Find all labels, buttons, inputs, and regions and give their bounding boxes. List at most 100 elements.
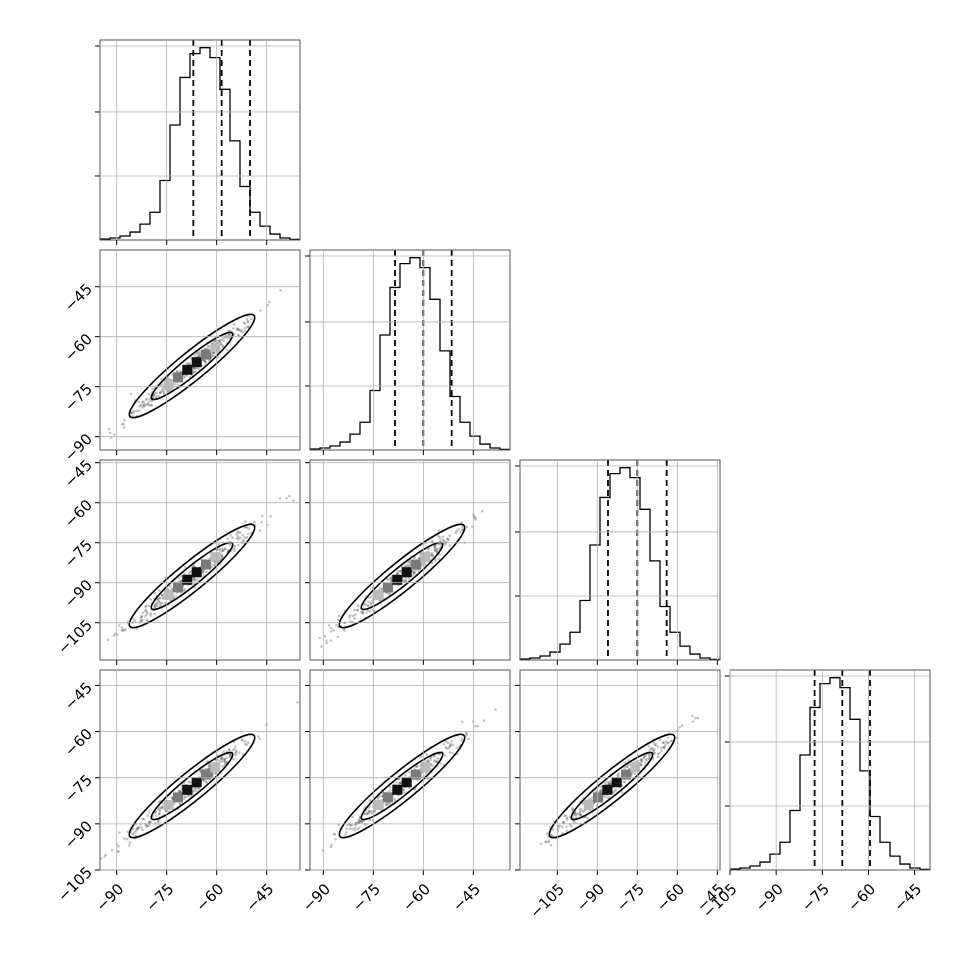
sample-point bbox=[564, 814, 568, 817]
sample-point bbox=[117, 844, 120, 848]
y-tick-label: −60 bbox=[61, 725, 96, 760]
sample-point bbox=[614, 788, 617, 791]
sample-point bbox=[205, 570, 208, 574]
sample-point bbox=[196, 351, 199, 355]
sample-point bbox=[233, 745, 237, 748]
sample-point bbox=[387, 802, 391, 806]
y-tick-label: −45 bbox=[61, 456, 96, 491]
histogram-panel-1 bbox=[305, 249, 511, 455]
scatter-content bbox=[539, 714, 700, 847]
sample-point bbox=[142, 818, 146, 821]
sample-point bbox=[617, 772, 621, 775]
sample-point bbox=[398, 778, 401, 781]
sample-point bbox=[180, 579, 183, 582]
sample-point bbox=[417, 569, 420, 573]
sample-point bbox=[100, 857, 103, 860]
sample-point bbox=[149, 612, 153, 615]
sample-point bbox=[558, 824, 562, 828]
sample-point bbox=[223, 762, 227, 765]
sample-point bbox=[234, 751, 237, 755]
sample-point bbox=[349, 823, 352, 827]
sample-point bbox=[656, 755, 660, 759]
sample-point bbox=[159, 806, 162, 809]
sample-point bbox=[654, 743, 658, 746]
sample-point bbox=[390, 577, 393, 581]
sample-point bbox=[135, 628, 139, 631]
sample-point bbox=[652, 749, 655, 752]
sample-point bbox=[228, 329, 232, 333]
sample-point bbox=[150, 404, 154, 407]
sample-point bbox=[571, 807, 574, 810]
sample-point bbox=[220, 555, 224, 559]
contour-outer bbox=[548, 733, 676, 839]
sample-point bbox=[390, 580, 393, 583]
sample-point bbox=[606, 780, 610, 783]
sample-point bbox=[444, 754, 447, 757]
sample-point bbox=[465, 732, 468, 736]
sample-point bbox=[158, 812, 161, 816]
sample-point bbox=[128, 841, 132, 844]
sample-point bbox=[653, 743, 657, 747]
sample-point bbox=[220, 756, 224, 759]
y-tick-label: −60 bbox=[61, 330, 96, 365]
sample-point bbox=[176, 383, 180, 387]
sample-point bbox=[388, 591, 392, 595]
sample-point bbox=[218, 338, 221, 342]
sample-point bbox=[365, 811, 369, 815]
sample-point bbox=[187, 571, 191, 575]
sample-point bbox=[177, 790, 180, 793]
sample-point bbox=[161, 389, 165, 393]
sample-point bbox=[623, 780, 627, 784]
sample-point bbox=[565, 825, 568, 828]
sample-point bbox=[232, 757, 235, 761]
sample-point bbox=[363, 602, 367, 605]
sample-point bbox=[203, 347, 207, 350]
sample-point bbox=[622, 780, 625, 784]
sample-point bbox=[561, 820, 565, 824]
sample-point bbox=[616, 773, 620, 777]
sample-point bbox=[447, 746, 450, 750]
sample-point bbox=[398, 782, 402, 786]
sample-point bbox=[229, 754, 232, 757]
sample-point bbox=[183, 588, 187, 591]
sample-point bbox=[243, 740, 247, 743]
sample-point bbox=[158, 589, 161, 592]
sample-point bbox=[138, 409, 141, 412]
sample-point bbox=[261, 514, 264, 518]
sample-point bbox=[242, 538, 245, 542]
sample-point bbox=[353, 608, 356, 612]
sample-point bbox=[208, 345, 211, 348]
sample-point bbox=[438, 752, 441, 756]
sample-point bbox=[229, 543, 232, 546]
sample-point bbox=[269, 514, 273, 518]
sample-point bbox=[249, 317, 253, 321]
sample-point bbox=[448, 544, 452, 547]
sample-point bbox=[268, 300, 271, 304]
sample-point bbox=[212, 564, 216, 567]
sample-point bbox=[373, 810, 376, 813]
sample-point bbox=[379, 587, 382, 590]
histogram-step bbox=[519, 467, 720, 661]
sample-point bbox=[439, 543, 443, 546]
sample-point bbox=[183, 795, 186, 798]
sample-point bbox=[678, 726, 681, 729]
sample-point bbox=[404, 576, 408, 580]
x-tick-label: −75 bbox=[798, 880, 833, 915]
contour-outer bbox=[128, 313, 256, 419]
sample-point bbox=[433, 548, 437, 552]
sample-point bbox=[666, 736, 670, 739]
sample-point bbox=[465, 731, 468, 734]
sample-point bbox=[121, 422, 124, 426]
sample-point bbox=[337, 615, 341, 618]
sample-point bbox=[193, 787, 197, 791]
sample-point bbox=[239, 536, 242, 539]
sample-point bbox=[434, 559, 437, 562]
sample-point bbox=[431, 764, 434, 767]
sample-point bbox=[336, 635, 340, 639]
sample-point bbox=[213, 563, 217, 566]
sample-point bbox=[197, 354, 200, 358]
density-cell bbox=[182, 784, 193, 795]
sample-point bbox=[640, 759, 644, 762]
sample-point bbox=[600, 785, 603, 788]
